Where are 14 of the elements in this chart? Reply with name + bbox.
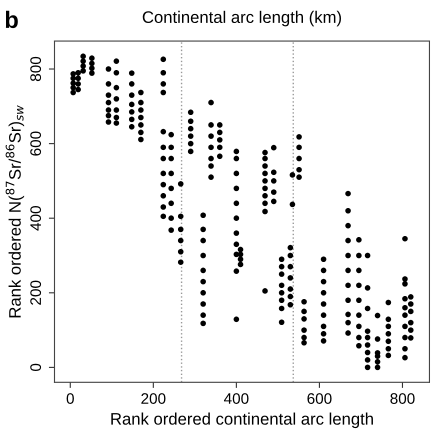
y-axis-title: Rank ordered N($^{87}$Sr/$^{86}$Sr)$_{sw}$ bbox=[6, 105, 24, 318]
x-tick-label: 0 bbox=[66, 393, 74, 404]
text: Continental arc length (km) bbox=[142, 10, 341, 26]
text: b bbox=[6, 10, 18, 28]
x-tick-label: 200 bbox=[141, 393, 166, 404]
x-tick-label: 400 bbox=[224, 393, 249, 404]
x-axis-title: Rank ordered continental arc length bbox=[111, 412, 373, 428]
y-tick-label: 800 bbox=[30, 56, 42, 82]
y-tick-label: 400 bbox=[30, 206, 42, 231]
x-tick-label: 800 bbox=[390, 393, 415, 404]
y-tick-label: 0 bbox=[30, 364, 42, 372]
y-tick-label: 600 bbox=[30, 131, 42, 156]
y-tick-label: 200 bbox=[30, 280, 42, 305]
x-tick-label: 600 bbox=[307, 393, 332, 404]
